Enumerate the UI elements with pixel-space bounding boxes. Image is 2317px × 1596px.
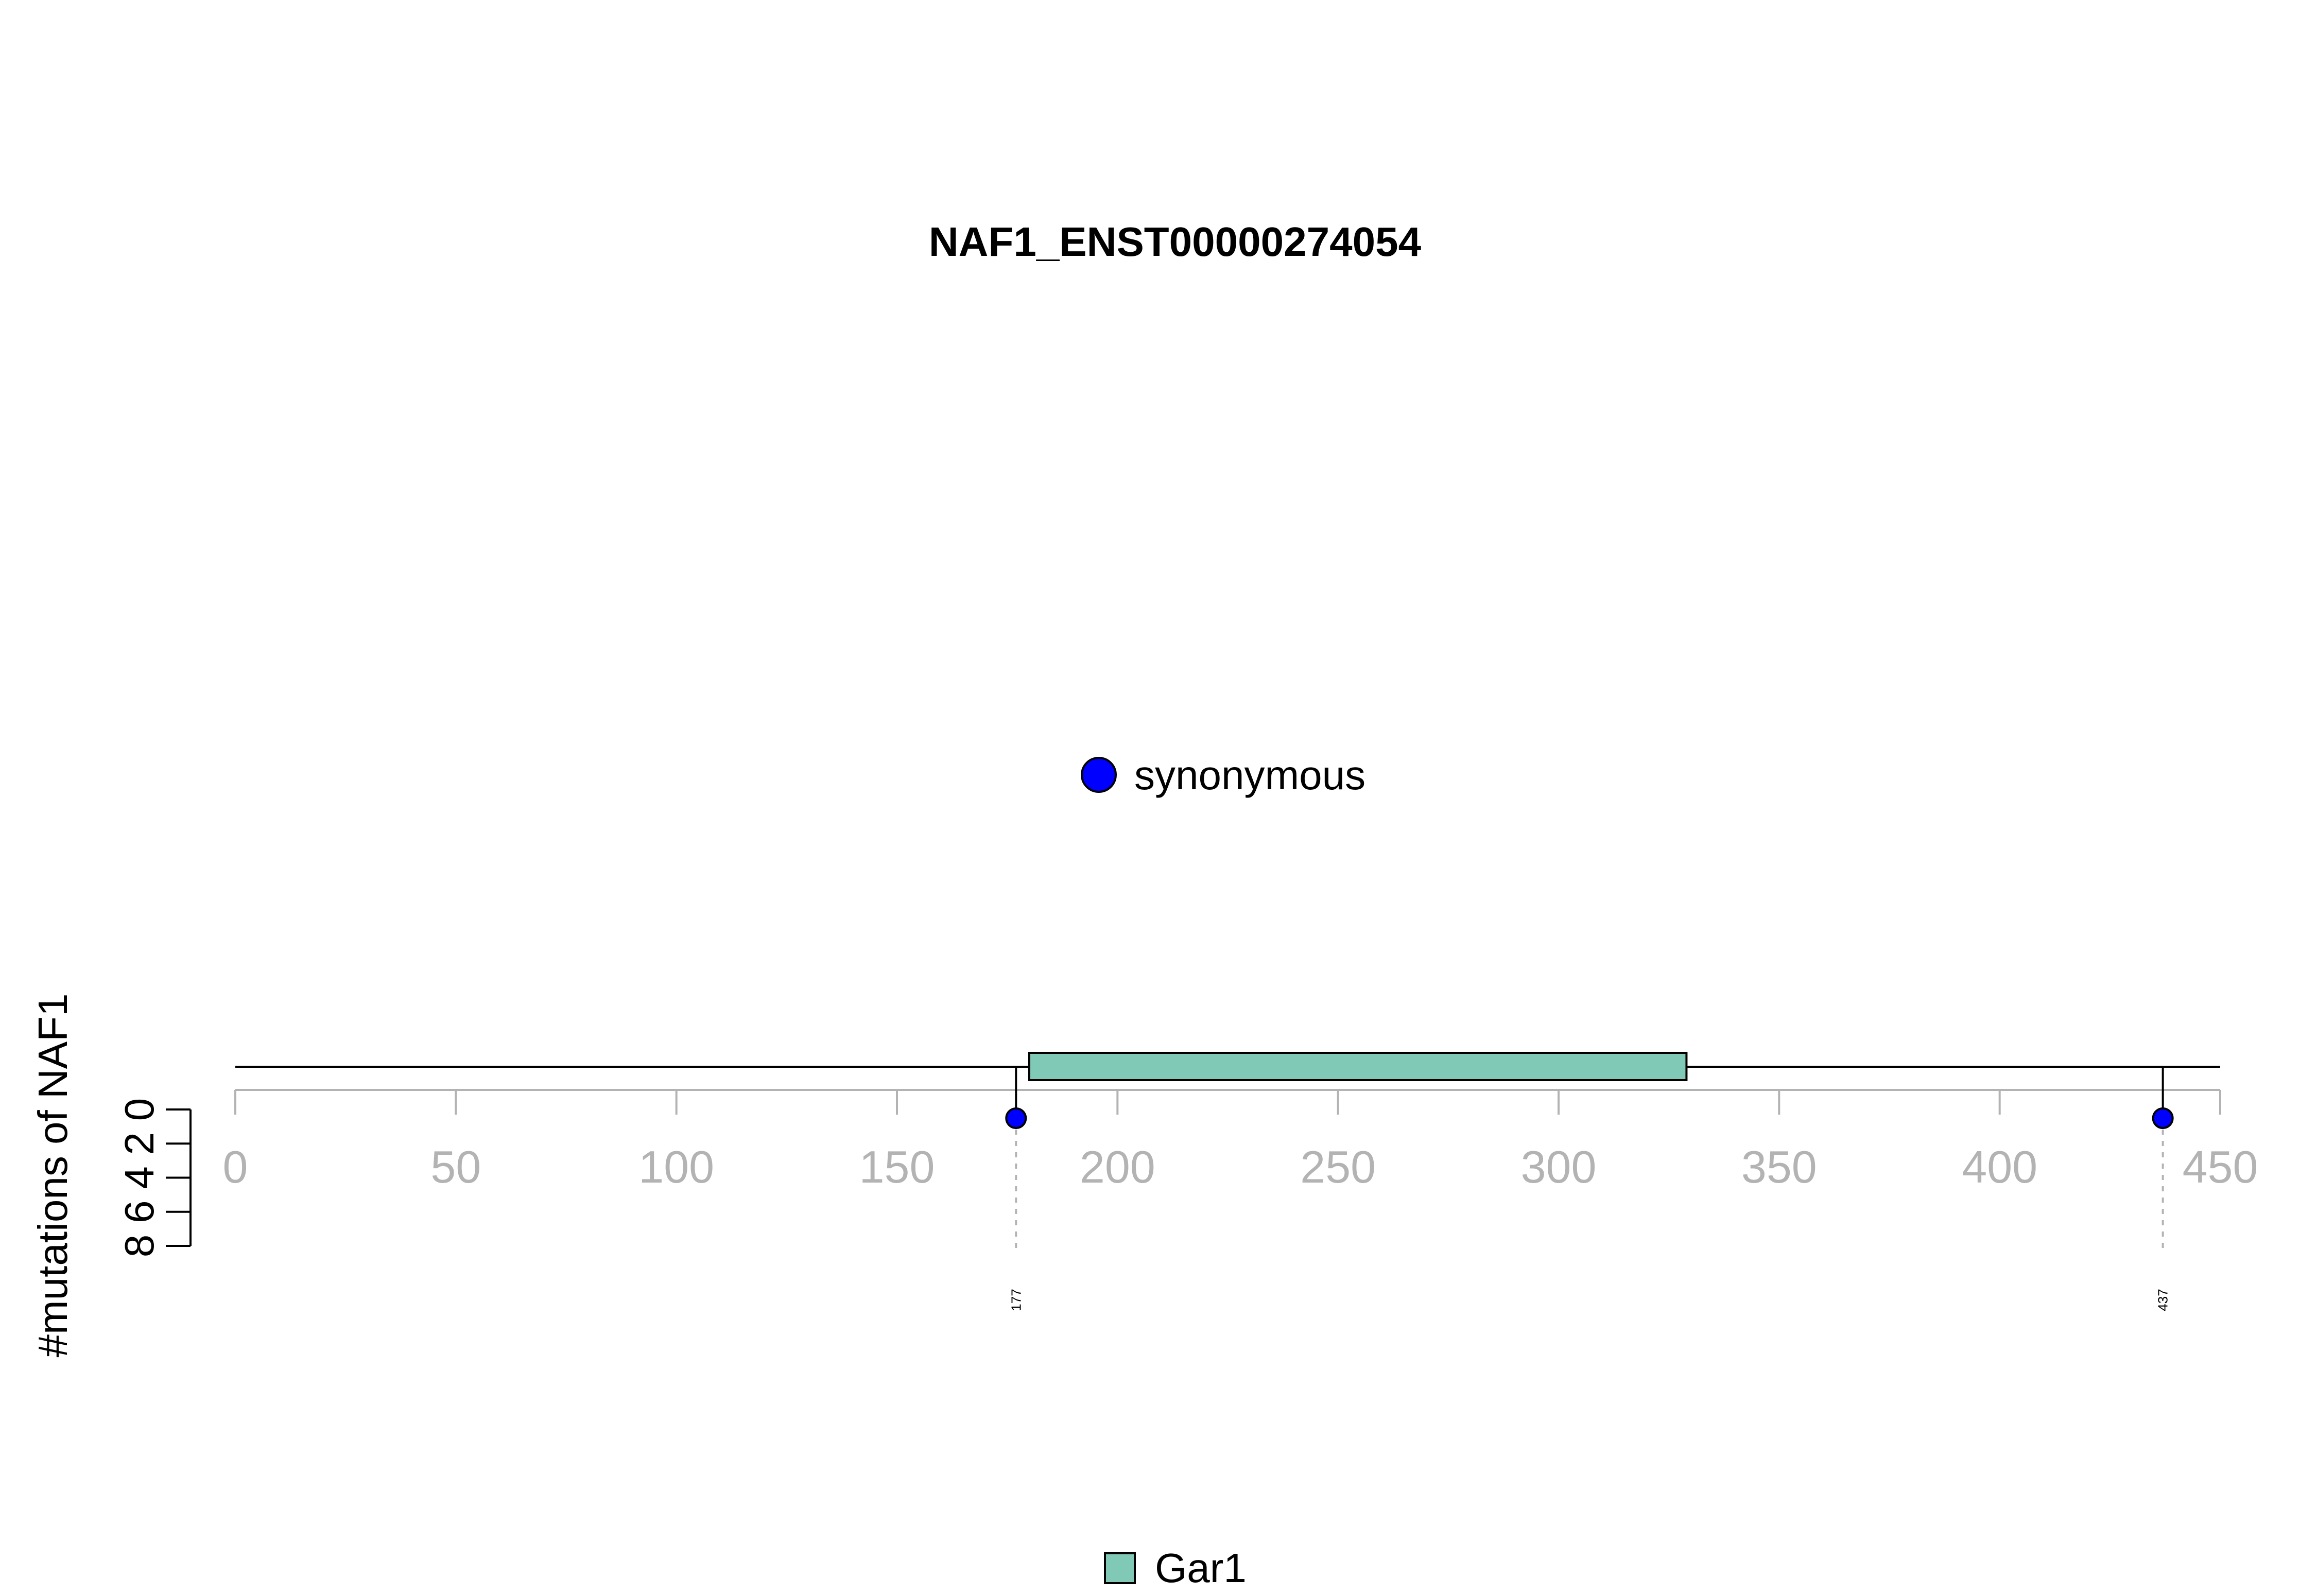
x-tick-label: 250	[1300, 1141, 1376, 1192]
domain-legend: Gar1	[1104, 1545, 1247, 1591]
legend-label-gar1: Gar1	[1155, 1545, 1247, 1591]
legend-marker-synonymous	[1081, 757, 1117, 793]
legend-swatch-gar1	[1104, 1552, 1136, 1584]
x-tick-label: 350	[1741, 1141, 1817, 1192]
x-tick-label: 450	[2183, 1141, 2258, 1192]
x-tick-label: 300	[1521, 1141, 1597, 1192]
mutation-position-label: 177	[1008, 1289, 1024, 1311]
y-axis: 0 2 4 6 8	[116, 1098, 192, 1258]
x-axis: 0 50 100 150 200 250 300 350 400 450	[223, 1089, 2258, 1192]
mutation-legend: synonymous	[1081, 752, 1365, 798]
x-tick-label: 200	[1080, 1141, 1155, 1192]
chart-title: NAF1_ENST00000274054	[929, 219, 1422, 265]
y-tick-label: 4	[116, 1166, 162, 1189]
mutation-point	[2152, 1107, 2174, 1129]
x-tick-label: 150	[859, 1141, 935, 1192]
y-tick-label: 6	[116, 1201, 162, 1224]
x-tick-label: 50	[430, 1141, 481, 1192]
x-tick-label: 0	[223, 1141, 248, 1192]
y-tick-label: 0	[116, 1098, 162, 1121]
mutation-position-label: 437	[2155, 1289, 2171, 1311]
y-tick-label: 8	[116, 1235, 162, 1258]
legend-label-synonymous: synonymous	[1134, 752, 1365, 798]
x-tick-label: 100	[638, 1141, 714, 1192]
mutation-point	[1005, 1107, 1027, 1129]
protein-track	[235, 1052, 2220, 1081]
mutation-lollipops: 177 437	[1005, 1067, 2174, 1311]
x-tick-label: 400	[1962, 1141, 2037, 1192]
y-tick-label: 2	[116, 1132, 162, 1155]
y-axis-label: #mutations of NAF1	[30, 994, 76, 1358]
domain-gar1	[1028, 1052, 1688, 1081]
